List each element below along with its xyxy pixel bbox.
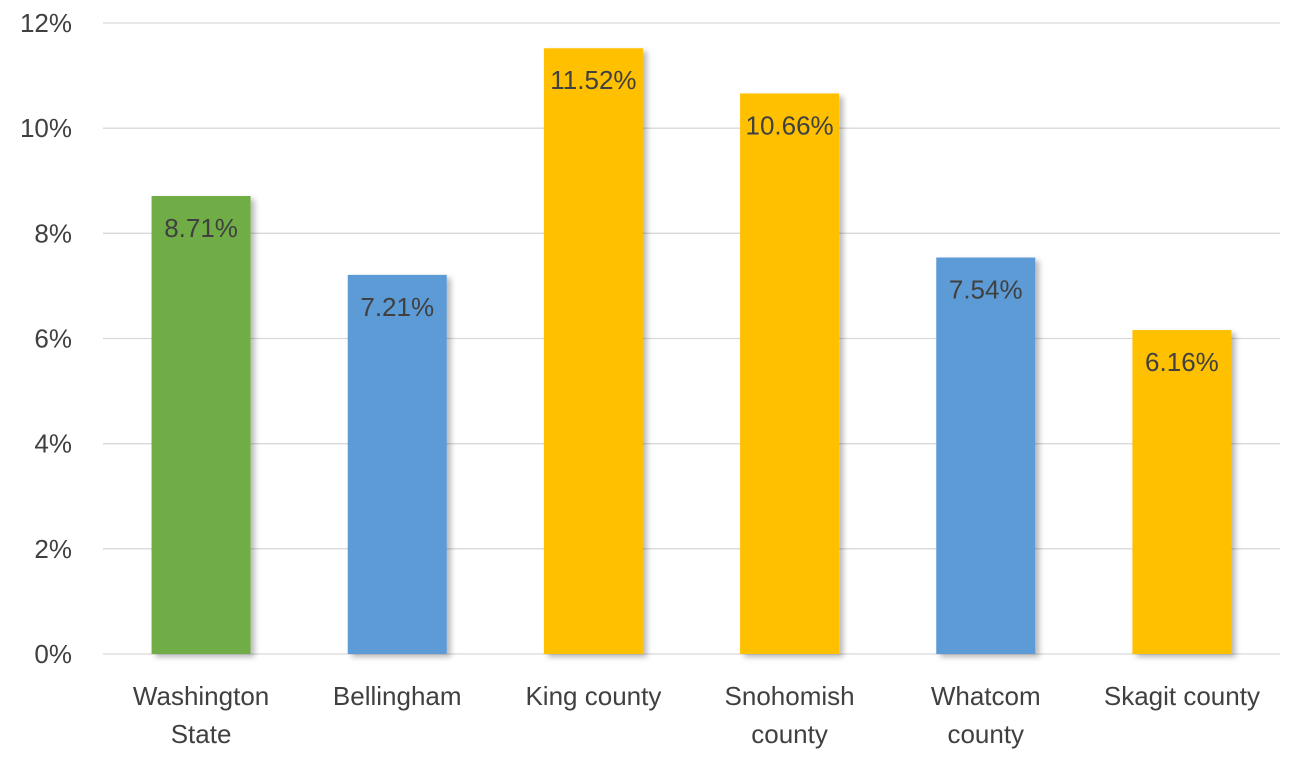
x-tick-label-line: county — [751, 719, 828, 749]
x-tick-label-line: State — [171, 719, 232, 749]
y-axis-tick-labels: 0% 2% 4% 6% 8% 10% 12% — [20, 8, 72, 669]
x-tick-label: Bellingham — [333, 681, 462, 711]
x-axis-tick-labels: Washington State Bellingham King county Snoh… — [133, 681, 1260, 749]
x-tick-label: King county — [525, 681, 661, 711]
x-tick-label-line: county — [947, 719, 1024, 749]
x-tick-label: Snohomish county — [725, 681, 855, 749]
bar — [1132, 330, 1232, 654]
x-tick-label: Skagit county — [1104, 681, 1260, 711]
y-tick-label: 6% — [34, 324, 72, 354]
data-label: 11.52% — [550, 65, 636, 95]
x-tick-label-line: King county — [525, 681, 661, 711]
y-tick-label: 4% — [34, 429, 72, 459]
y-tick-label: 0% — [34, 639, 72, 669]
y-tick-label: 2% — [34, 534, 72, 564]
bar — [936, 257, 1036, 654]
data-label: 10.66% — [745, 110, 833, 140]
x-tick-label-line: Whatcom — [931, 681, 1041, 711]
bar — [740, 93, 840, 654]
gridlines — [103, 22, 1280, 655]
x-tick-label-line: Bellingham — [333, 681, 462, 711]
data-label: 6.16% — [1145, 347, 1219, 377]
bar — [347, 274, 447, 654]
y-tick-label: 8% — [34, 218, 72, 248]
data-label: 7.54% — [949, 275, 1023, 305]
bar — [543, 48, 643, 655]
data-label: 7.21% — [360, 292, 434, 322]
x-tick-label: Washington State — [133, 681, 269, 749]
x-tick-label-line: Snohomish — [725, 681, 855, 711]
y-tick-label: 10% — [20, 113, 72, 143]
y-tick-label: 12% — [20, 8, 72, 38]
x-tick-label-line: Skagit county — [1104, 681, 1260, 711]
data-label: 8.71% — [164, 213, 238, 243]
data-labels: 8.71% 7.21% 11.52% 10.66% 7.54% 6.16% — [164, 65, 1219, 377]
x-tick-label-line: Washington — [133, 681, 269, 711]
bar — [151, 195, 251, 655]
x-tick-label: Whatcom county — [931, 681, 1041, 749]
bars — [151, 48, 1232, 655]
